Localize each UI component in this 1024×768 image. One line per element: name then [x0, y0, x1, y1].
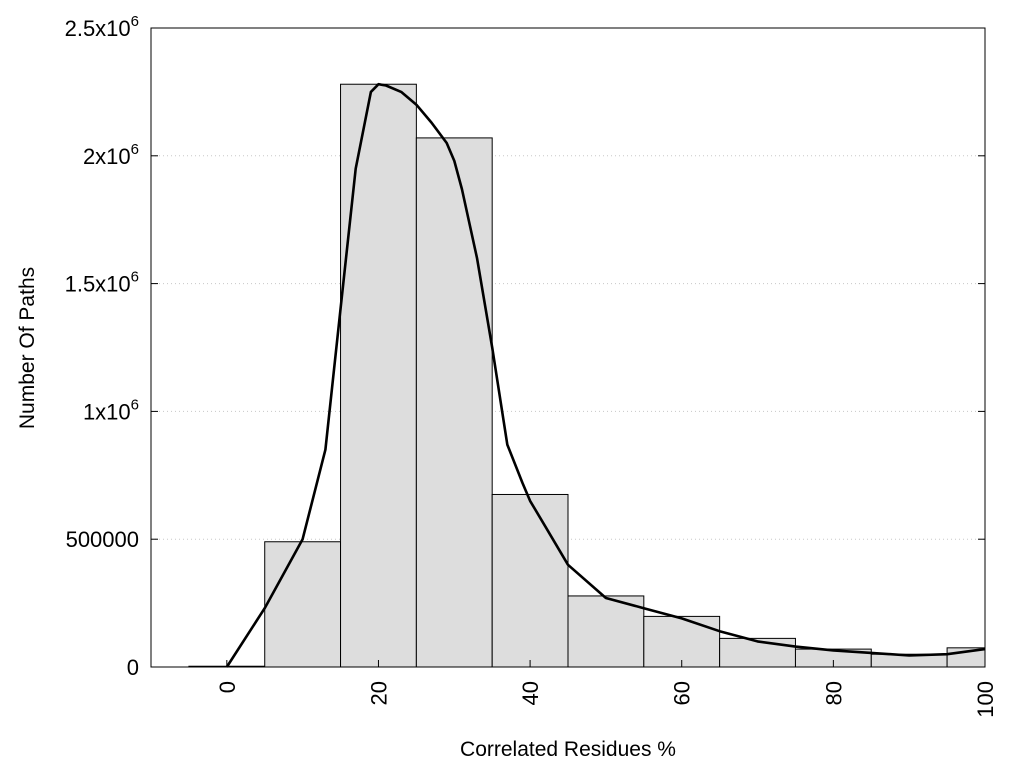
x-tick-label: 20: [366, 681, 391, 705]
histogram-bar: [415, 137, 493, 668]
x-tick-label: 80: [821, 681, 846, 705]
grid-lines: [151, 155, 985, 540]
density-curve-line: [225, 82, 986, 668]
y-tick-label: 500000: [66, 527, 139, 552]
x-tick-label: 100: [973, 681, 998, 718]
histogram-bar: [340, 83, 417, 668]
histogram-bar: [491, 493, 569, 668]
x-tick-label: 0: [215, 681, 240, 693]
y-tick-label: 0: [127, 655, 139, 680]
histogram-bar: [719, 637, 796, 668]
x-axis-title: Correlated Residues %: [460, 738, 676, 761]
y-tick-label: 1x106: [83, 396, 139, 424]
y-tick-label: 2x106: [83, 141, 139, 169]
density-curve: [225, 82, 986, 668]
x-tick-label: 40: [518, 681, 543, 705]
histogram-bars: [188, 83, 986, 668]
histogram-bar: [643, 615, 721, 668]
histogram-bar: [264, 541, 342, 668]
y-axis-ticks: 0 500000 1x106 1.5x106 2x106 2.5x106: [65, 13, 985, 680]
y-tick-label: 2.5x106: [65, 13, 139, 41]
y-tick-label: 1.5x106: [65, 269, 139, 297]
histogram-bar: [567, 595, 645, 668]
plot-area-frame: [150, 27, 986, 668]
x-tick-label: 60: [670, 681, 695, 705]
y-axis-title: Number Of Paths: [16, 267, 39, 429]
x-axis-ticks: 0 20 40 60 80 100: [215, 660, 998, 718]
